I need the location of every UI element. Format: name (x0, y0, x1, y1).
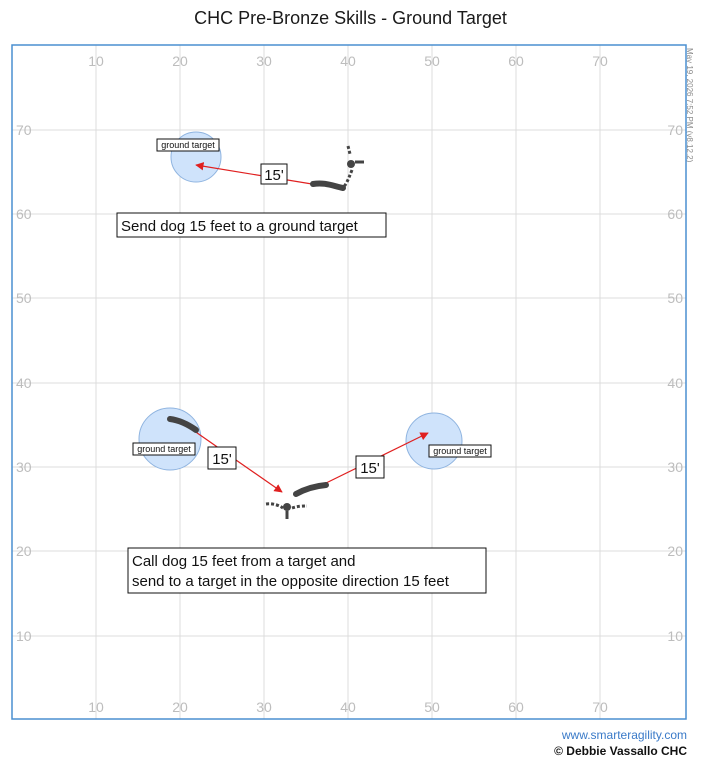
x-tick: 50 (424, 53, 440, 69)
website-link[interactable]: www.smarteragility.com (561, 728, 687, 742)
target-label: ground target (433, 446, 487, 456)
handler-icon (265, 502, 308, 519)
y-tick: 50 (16, 290, 32, 306)
dog-icon (293, 482, 329, 497)
x-tick: 10 (88, 53, 104, 69)
y-tick: 20 (667, 543, 683, 559)
x-tick: 50 (424, 699, 440, 715)
y-ticks-right: 70 60 50 40 30 20 10 (667, 122, 683, 644)
x-ticks-top: 10 20 30 40 50 60 70 (88, 53, 608, 69)
y-tick: 60 (16, 206, 32, 222)
target-label: ground target (161, 140, 215, 150)
y-tick: 40 (667, 375, 683, 391)
x-tick: 40 (340, 699, 356, 715)
copyright: © Debbie Vassallo CHC (554, 744, 687, 758)
distance-label: 15' (207, 446, 237, 470)
ground-target: ground target (132, 407, 202, 471)
x-tick: 20 (172, 53, 188, 69)
x-tick: 60 (508, 53, 524, 69)
target-label: ground target (137, 444, 191, 454)
handler-icon (340, 145, 364, 191)
svg-text:Call dog 15 feet from a target: Call dog 15 feet from a target and (132, 553, 355, 570)
y-tick: 20 (16, 543, 32, 559)
ground-target: ground target (156, 131, 222, 183)
path-arrow (195, 162, 319, 186)
svg-text:15': 15' (360, 460, 380, 477)
ground-target: ground target (405, 412, 492, 470)
diagram-title: CHC Pre-Bronze Skills - Ground Target (194, 8, 507, 28)
x-ticks-bottom: 10 20 30 40 50 60 70 (88, 699, 608, 715)
y-tick: 10 (667, 628, 683, 644)
y-tick: 10 (16, 628, 32, 644)
x-tick: 60 (508, 699, 524, 715)
y-tick: 50 (667, 290, 683, 306)
exercise-note: Send dog 15 feet to a ground target (116, 212, 387, 238)
y-tick: 70 (667, 122, 683, 138)
x-tick: 10 (88, 699, 104, 715)
y-tick: 40 (16, 375, 32, 391)
distance-label: 15' (355, 455, 385, 479)
x-tick: 30 (256, 53, 272, 69)
x-tick: 70 (592, 699, 608, 715)
distance-label: 15' (260, 163, 288, 185)
course-frame (11, 44, 687, 720)
svg-text:15': 15' (264, 167, 284, 184)
x-tick: 70 (592, 53, 608, 69)
exercise-note: Call dog 15 feet from a target and send … (127, 547, 487, 594)
y-tick: 60 (667, 206, 683, 222)
y-ticks-left: 70 60 50 40 30 20 10 (16, 122, 32, 644)
y-tick: 30 (667, 459, 683, 475)
svg-text:15': 15' (212, 451, 232, 468)
x-tick: 20 (172, 699, 188, 715)
timestamp: May 19, 2026 7:52 PM (v8.12.2) (685, 48, 694, 163)
svg-text:send to a target in the opposi: send to a target in the opposite directi… (132, 573, 450, 590)
y-tick: 30 (16, 459, 32, 475)
x-tick: 40 (340, 53, 356, 69)
dog-icon (310, 180, 346, 191)
svg-text:Send dog 15 feet to a ground t: Send dog 15 feet to a ground target (121, 218, 359, 235)
y-tick: 70 (16, 122, 32, 138)
x-tick: 30 (256, 699, 272, 715)
target-circle (405, 412, 463, 470)
dog-icon (167, 416, 199, 433)
